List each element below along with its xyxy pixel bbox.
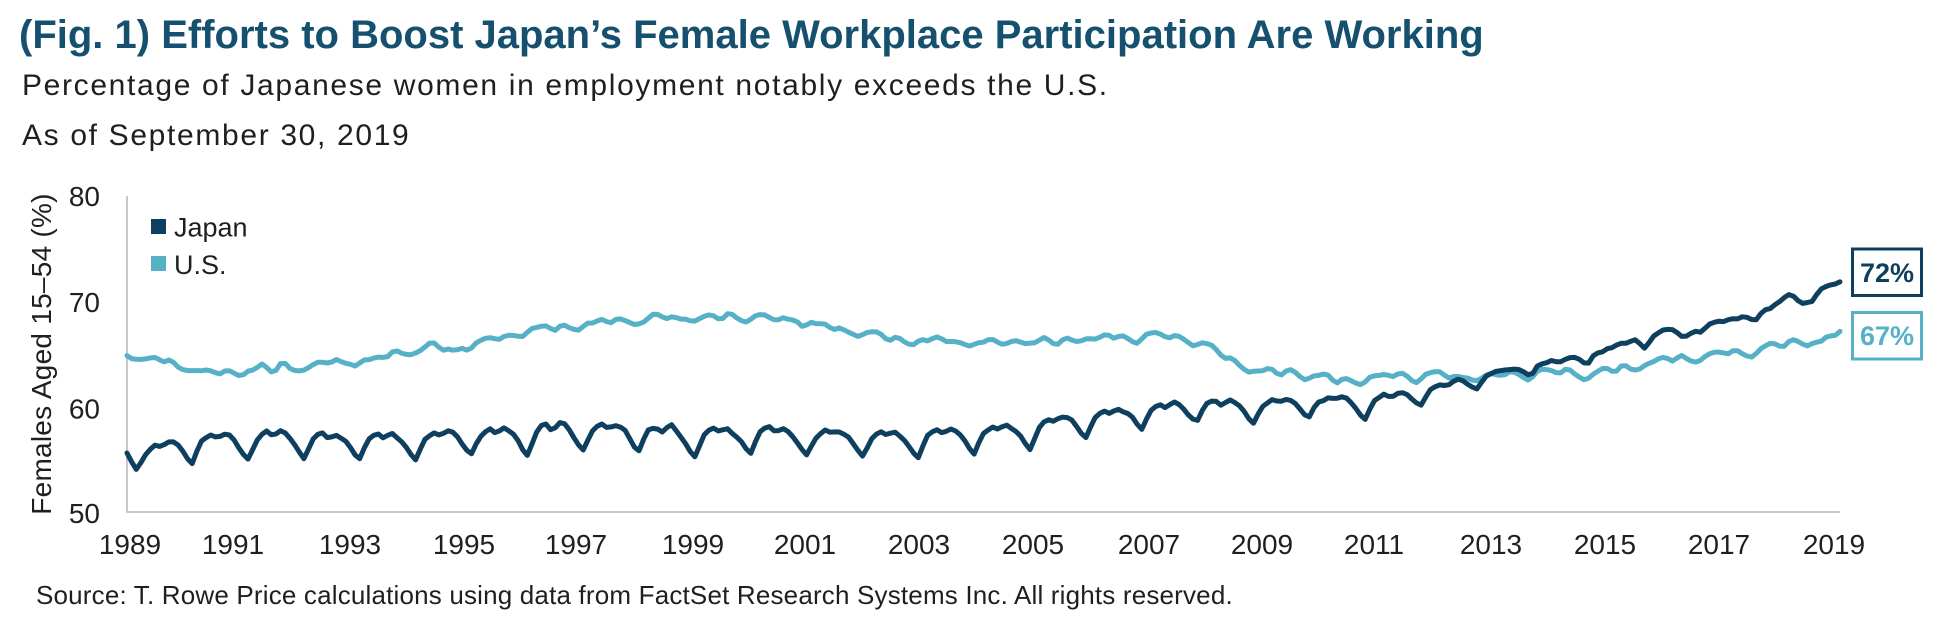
svg-text:2005: 2005	[1002, 529, 1064, 560]
svg-text:80: 80	[69, 181, 100, 212]
svg-text:2011: 2011	[1344, 529, 1404, 560]
svg-text:2001: 2001	[774, 529, 836, 560]
svg-text:1989: 1989	[99, 529, 161, 560]
svg-text:1999: 1999	[662, 529, 724, 560]
svg-text:2015: 2015	[1574, 529, 1636, 560]
svg-text:2007: 2007	[1118, 529, 1180, 560]
svg-text:1997: 1997	[545, 529, 607, 560]
svg-text:67%: 67%	[1860, 321, 1914, 351]
svg-text:70: 70	[69, 287, 100, 318]
svg-text:2003: 2003	[888, 529, 950, 560]
svg-text:72%: 72%	[1860, 258, 1914, 288]
svg-text:1995: 1995	[433, 529, 495, 560]
svg-text:60: 60	[69, 394, 100, 425]
svg-text:U.S.: U.S.	[174, 250, 227, 280]
svg-text:Japan: Japan	[174, 213, 248, 243]
svg-text:1993: 1993	[319, 529, 381, 560]
svg-text:2017: 2017	[1688, 529, 1750, 560]
svg-text:50: 50	[69, 498, 100, 529]
svg-text:2009: 2009	[1231, 529, 1293, 560]
svg-text:2013: 2013	[1460, 529, 1522, 560]
svg-text:1991: 1991	[202, 529, 264, 560]
svg-text:Females Aged 15–54 (%): Females Aged 15–54 (%)	[26, 193, 57, 514]
svg-text:2019: 2019	[1803, 529, 1865, 560]
